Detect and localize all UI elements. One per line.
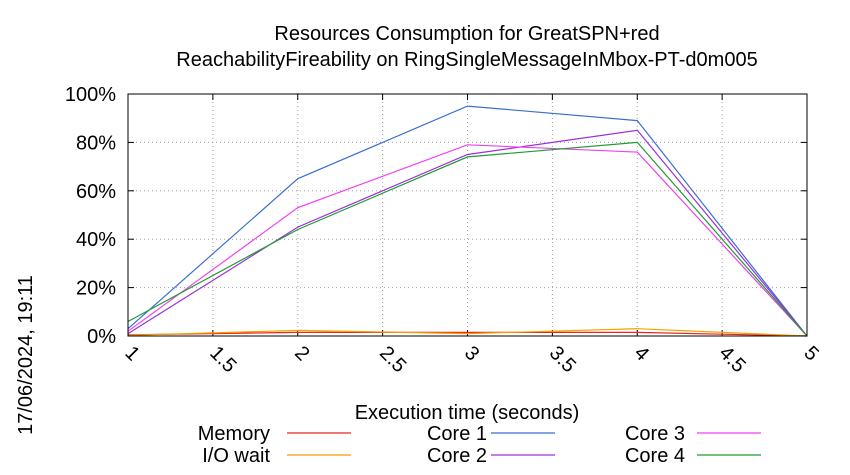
series-line-core-3 [127, 144, 808, 337]
series-line-memory [127, 331, 808, 337]
y-tick-label: 20% [76, 278, 116, 300]
y-tick-label: 60% [76, 181, 116, 203]
series-line-core-1 [127, 105, 808, 337]
x-tick-label: 3.5 [545, 342, 580, 377]
y-tick-label: 0% [87, 326, 116, 348]
x-tick-label: 1 [120, 342, 143, 365]
legend-label-core-2: Core 2 [427, 445, 487, 467]
timestamp: 17/06/2024, 19:11 [15, 275, 37, 435]
x-tick-label: 4.5 [715, 342, 750, 377]
x-tick-label: 4 [630, 342, 653, 365]
legend-label-i-o-wait: I/O wait [202, 445, 270, 467]
plot-frame [127, 93, 808, 337]
x-tick-label: 5 [799, 342, 822, 365]
y-tick-label: 80% [76, 132, 116, 154]
legend-label-core-4: Core 4 [625, 445, 685, 467]
y-tick-label: 100% [65, 84, 116, 106]
x-tick-label: 3 [460, 342, 483, 365]
series-line-core-2 [127, 129, 808, 337]
series-line-i-o-wait [127, 328, 808, 337]
chart-title-line1: Resources Consumption for GreatSPN+red [274, 23, 659, 45]
legend-label-core-3: Core 3 [625, 423, 685, 445]
legend-label-core-1: Core 1 [427, 423, 487, 445]
y-tick-label: 40% [76, 229, 116, 251]
x-axis-label: Execution time (seconds) [355, 402, 580, 424]
legend-label-memory: Memory [198, 423, 270, 445]
chart-title-line2: ReachabilityFireability on RingSingleMes… [176, 49, 757, 71]
series-line-core-4 [127, 141, 808, 337]
x-tick-label: 2 [290, 342, 313, 365]
x-tick-label: 2.5 [375, 342, 410, 377]
x-tick-label: 1.5 [205, 342, 240, 377]
